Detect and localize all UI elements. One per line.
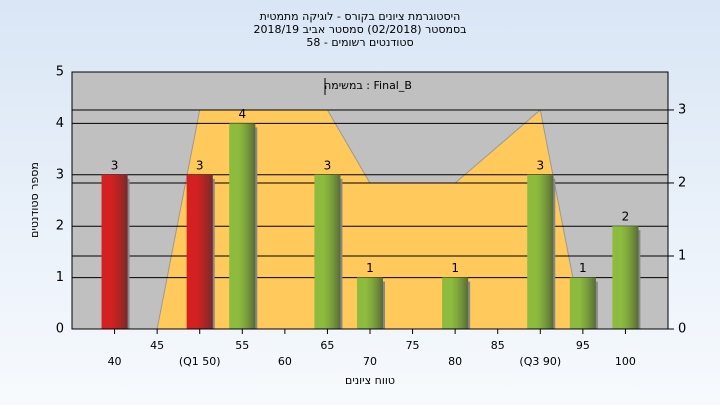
y2-tick-label: 3 <box>678 102 686 117</box>
x-tick-label: 95 <box>576 339 590 352</box>
data-label: 1 <box>366 261 374 275</box>
data-label: 4 <box>238 107 246 121</box>
plot-border <box>71 71 669 330</box>
x-tick-label: 45 <box>150 339 164 352</box>
bar-shine <box>101 174 128 329</box>
data-label: 3 <box>196 158 204 172</box>
y2-tick-label: 1 <box>678 248 686 263</box>
y-tick-label: 5 <box>56 65 64 80</box>
x-tick-label: (Q1 50) <box>179 355 221 368</box>
data-label: 3 <box>324 158 332 172</box>
x-tick-label: (Q3 90) <box>519 355 561 368</box>
bar-shine <box>229 123 256 330</box>
bar-shine <box>186 174 213 329</box>
y-tick-label: 2 <box>56 219 64 234</box>
y2-tick-label: 0 <box>678 322 686 337</box>
data-label: 3 <box>536 158 544 172</box>
x-tick-label: 80 <box>448 355 462 368</box>
x-tick-label: 70 <box>363 355 377 368</box>
y-tick-label: 1 <box>56 270 64 285</box>
bar-shine <box>612 226 639 329</box>
y-tick-label: 0 <box>56 322 64 337</box>
data-label: 2 <box>622 210 630 224</box>
title-line: בסמסטר (02/2018) סמסטר אביב 2018/19 <box>253 23 466 36</box>
x-tick-label: 55 <box>235 339 249 352</box>
title-line: היסטוגרמת ציונים בקורס - לוגיקה מתמטית <box>260 10 461 23</box>
x-tick-label: 75 <box>406 339 420 352</box>
x-tick-label: 60 <box>278 355 292 368</box>
legend-entry: במשימה : Final_B <box>324 79 412 92</box>
y-tick-label: 3 <box>56 167 64 182</box>
y-tick-label: 4 <box>56 116 64 131</box>
data-label: 1 <box>451 261 459 275</box>
bar-shine <box>569 277 596 329</box>
data-label: 1 <box>579 261 587 275</box>
x-tick-label: 100 <box>615 355 636 368</box>
bar-shine <box>357 277 383 329</box>
x-axis-label: טווח ציונים <box>345 374 395 387</box>
data-label: 3 <box>111 158 119 172</box>
x-tick-label: 40 <box>108 355 122 368</box>
x-tick-label: 85 <box>491 339 505 352</box>
y2-tick-label: 2 <box>678 175 686 190</box>
bar-shine <box>442 277 469 329</box>
x-tick-label: 65 <box>320 339 334 352</box>
title-line: סטודנטים רשומים - 58 <box>306 36 413 49</box>
y-axis-label: מספר סטודנטים <box>28 162 41 238</box>
bar-shine <box>314 174 341 329</box>
bar-shine <box>527 174 554 329</box>
